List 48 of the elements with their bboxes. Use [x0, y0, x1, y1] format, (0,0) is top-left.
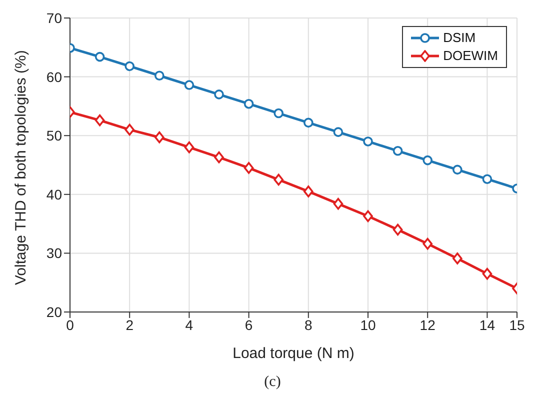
point [274, 108, 284, 118]
point [333, 127, 344, 137]
x-tick-label: 2 [126, 316, 134, 333]
x-tick-label: 12 [420, 316, 436, 333]
point [333, 198, 344, 210]
point [124, 124, 134, 136]
y-axis-title: Voltage THD of both topologies (%) [12, 50, 30, 285]
y-tick-label: 20 [46, 304, 62, 320]
point [184, 141, 194, 154]
y-tick-label: 30 [46, 245, 62, 262]
legend-label: DSIM [443, 29, 476, 47]
point [392, 146, 403, 156]
y-tick-label: 70 [46, 10, 62, 26]
y-tick-label: 50 [46, 128, 62, 144]
x-tick-label: 8 [304, 316, 312, 333]
point [452, 252, 462, 264]
point [124, 61, 134, 72]
x-tick-label: 4 [185, 316, 194, 333]
y-tick-label: 60 [46, 68, 62, 85]
point [274, 174, 284, 186]
x-tick-label: 6 [244, 316, 253, 333]
x-tick-label: 14 [479, 316, 496, 333]
point [363, 136, 373, 146]
legend-label: DOEWIM [443, 47, 498, 65]
point [363, 210, 373, 222]
point [482, 268, 492, 280]
x-tick-label: 10 [360, 316, 376, 333]
point [452, 164, 462, 175]
point [244, 98, 254, 109]
x-tick-label: 15 [509, 316, 525, 333]
point [94, 52, 105, 62]
point [184, 80, 194, 90]
point [392, 224, 403, 236]
point [304, 186, 314, 198]
point [154, 131, 164, 144]
point [154, 70, 164, 81]
y-tick-label: 40 [46, 186, 62, 202]
point [244, 162, 254, 174]
point [214, 151, 224, 164]
point [482, 174, 492, 184]
text: (c) [263, 374, 282, 391]
point [214, 90, 224, 100]
point [304, 118, 314, 128]
point [94, 114, 105, 126]
point [422, 155, 432, 166]
x-axis-title: Load torque (N m) [232, 345, 354, 362]
x-tick-label: 0 [66, 316, 74, 333]
point [422, 238, 432, 250]
